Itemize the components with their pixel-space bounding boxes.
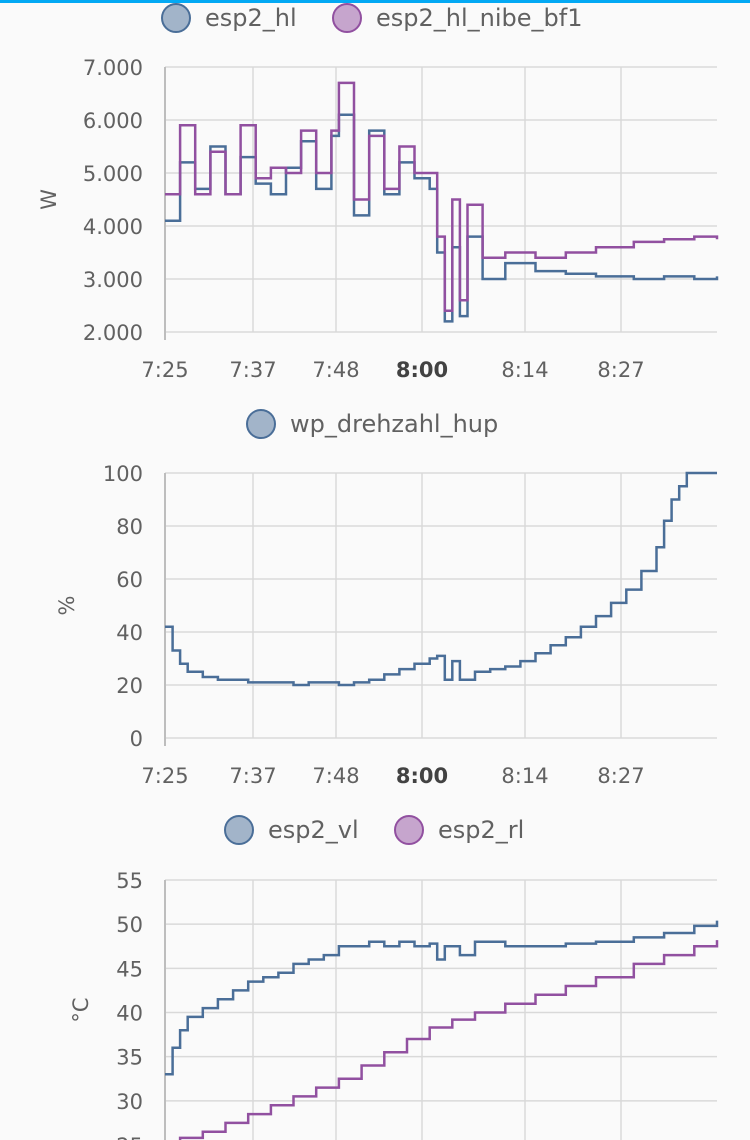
y-tick-label: 3.000 [83,268,143,292]
y-tick-label: 40 [116,621,143,645]
y-tick-label: 45 [116,957,143,981]
series-line-esp2_hl_nibe_bf1 [165,81,719,313]
x-tick-label: 8:14 [501,358,548,382]
x-tick-label: 7:25 [141,764,188,788]
legend-marker [394,815,424,845]
chart-1: 2.000 3.000 4.000 5.000 6.000 7.000 7:25 7:37 7:… [37,3,719,382]
y-tick-label: 35 [116,1046,143,1070]
y-tick-label: 50 [116,913,143,937]
y-tick-label: 6.000 [83,109,143,133]
top-accent-bar [0,0,750,3]
x-tick-label: 8:00 [396,764,448,788]
legend-marker [332,3,362,33]
legend-label: esp2_rl [438,816,524,844]
chart-3: 25 30 35 40 45 50 55 °C esp2_vl esp2_rl [69,815,719,1140]
x-tick-label: 7:37 [229,358,276,382]
y-tick-label: 40 [116,1002,143,1026]
x-tick-label: 7:37 [229,764,276,788]
series-line-esp2_rl [178,940,719,1140]
x-tick-label: 7:48 [312,764,359,788]
legend-label: esp2_hl [205,4,297,32]
x-tick-label: 7:48 [312,358,359,382]
series-line-esp2_hl [165,113,719,323]
x-tick-label: 8:00 [396,358,448,382]
chart-2: 0 20 40 60 80 100 7:25 7:37 7:48 8:00 8:14 8:27% wp_… [55,409,718,788]
y-tick-label: 7.000 [83,56,143,80]
y-tick-label: 20 [116,674,143,698]
y-axis-label: W [37,189,61,210]
y-tick-label: 0 [130,727,143,751]
x-tick-label: 7:25 [141,358,188,382]
y-tick-label: 30 [116,1090,143,1114]
x-tick-label: 8:14 [501,764,548,788]
y-tick-label: 60 [116,568,143,592]
y-tick-label: 80 [116,515,143,539]
legend-label: wp_drehzahl_hup [290,410,498,438]
x-tick-label: 8:27 [597,358,644,382]
y-axis-label: % [55,596,79,616]
x-tick-label: 8:27 [597,764,644,788]
legend-marker [224,815,254,845]
y-tick-label: 5.000 [83,162,143,186]
y-tick-label: 2.000 [83,321,143,345]
legend-marker [246,409,276,439]
legend-label: esp2_vl [268,816,359,844]
legend-label: esp2_hl_nibe_bf1 [376,4,582,32]
y-tick-label: 100 [103,462,143,486]
series-line-esp2_vl [165,920,719,1076]
y-tick-label: 25 [116,1134,143,1140]
y-tick-label: 4.000 [83,215,143,239]
legend-marker [161,3,191,33]
y-tick-label: 55 [116,869,143,893]
y-axis-label: °C [69,997,93,1022]
